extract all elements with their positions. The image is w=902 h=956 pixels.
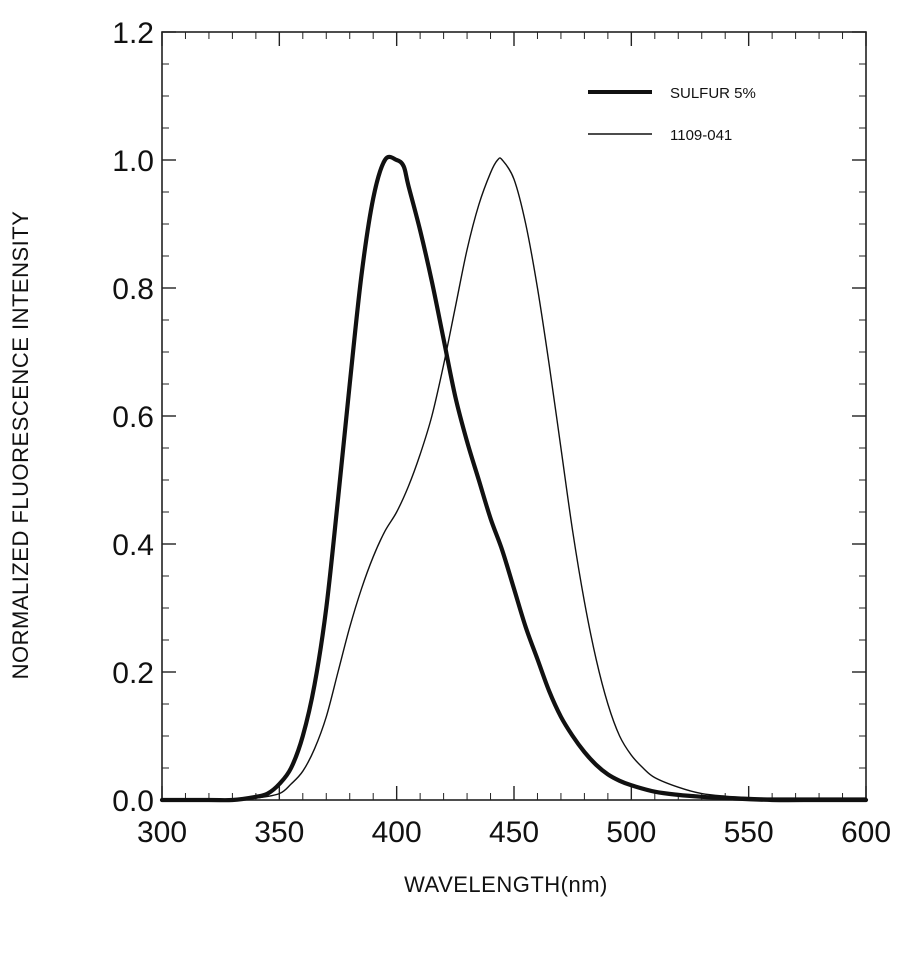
legend-label-sulfur: SULFUR 5%: [670, 85, 756, 102]
x-tick-label: 450: [489, 816, 539, 849]
y-tick-label: 0.8: [112, 273, 154, 306]
x-tick-label: 300: [137, 816, 187, 849]
y-tick-label: 0.6: [112, 401, 154, 434]
y-tick-label: 0.4: [112, 529, 154, 562]
x-tick-label: 550: [724, 816, 774, 849]
series-line-sulfur-5: [159, 154, 869, 803]
y-axis-title: NORMALIZED FLUORESCENCE INTENSITY: [8, 211, 33, 680]
x-tick-label: 600: [841, 816, 891, 849]
legend-label-1109-041: 1109-041: [670, 127, 732, 144]
series-line-1109-041: [161, 157, 867, 801]
axis-ticks: [161, 31, 867, 801]
legend: SULFUR 5% 1109-041: [588, 85, 756, 144]
plot-border: [161, 31, 867, 801]
y-tick-label: 0.0: [112, 785, 154, 818]
y-tick-label: 1.2: [112, 17, 154, 50]
x-axis-title: WAVELENGTH(nm): [404, 872, 608, 897]
tick-labels: 300 350 400 450 500 550 600 0.0 0.2 0.4 0.6 0.8 1.0 1…: [112, 17, 891, 849]
y-tick-label: 1.0: [112, 145, 154, 178]
plot-frame: [161, 31, 867, 801]
y-tick-label: 0.2: [112, 657, 154, 690]
x-tick-label: 500: [606, 816, 656, 849]
x-tick-label: 350: [254, 816, 304, 849]
x-tick-label: 400: [372, 816, 422, 849]
series-lines: [159, 154, 869, 803]
